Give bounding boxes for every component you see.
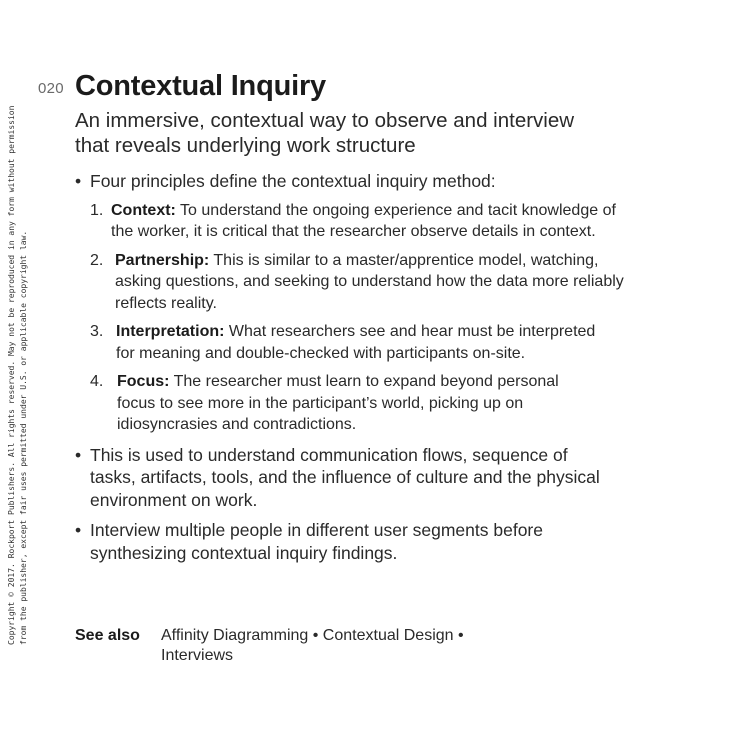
bullet-text: Four principles define the contextual in…	[90, 171, 496, 191]
bullet-dot: •	[75, 520, 82, 540]
principle-number: 3.	[90, 323, 104, 340]
main-content: • Four principles define the contextual …	[75, 170, 624, 564]
principle-term: Context:	[111, 201, 176, 219]
see-also-references: Affinity Diagramming • Contextual Design…	[161, 627, 464, 664]
bullet-text: This is used to understand communication…	[90, 444, 600, 510]
bullet-text: Interview multiple people in different u…	[90, 520, 543, 563]
see-also-label: See also	[75, 627, 140, 644]
principles-list: 1. Context: To understand the ongoing ex…	[90, 200, 624, 436]
principle-number: 2.	[90, 251, 104, 269]
principle-term: Interpretation:	[116, 323, 225, 340]
copyright-line-1: Copyright © 2017. Rockport Publishers. A…	[7, 105, 16, 645]
copyright-notice: Copyright © 2017. Rockport Publishers. A…	[6, 105, 29, 645]
bullet-dot: •	[75, 171, 82, 191]
principle-term: Focus:	[117, 373, 170, 390]
principle-item-focus: 4. Focus: The researcher must learn to e…	[90, 371, 587, 436]
principle-number: 4.	[90, 373, 104, 390]
principle-text: The researcher must learn to expand beyo…	[117, 373, 559, 433]
principle-item-interpretation: 3. Interpretation: What researchers see …	[90, 321, 606, 364]
principle-number: 1.	[90, 201, 104, 219]
page-subtitle: An immersive, contextual way to observe …	[75, 109, 575, 157]
bullet-communication-flows: • This is used to understand communicati…	[75, 444, 610, 512]
principle-item-partnership: 2. Partnership: This is similar to a mas…	[90, 250, 626, 315]
principle-text: What researchers see and hear must be in…	[116, 323, 596, 362]
principle-term: Partnership:	[115, 251, 210, 269]
bullet-interview-multiple: • Interview multiple people in different…	[75, 519, 610, 564]
copyright-line-2: from the publisher, except fair uses per…	[18, 230, 28, 645]
bullet-dot: •	[75, 444, 82, 465]
page-title: Contextual Inquiry	[75, 70, 326, 102]
page-number: 020	[38, 80, 64, 97]
principle-item-context: 1. Context: To understand the ongoing ex…	[90, 200, 626, 243]
principle-text: To understand the ongoing experience and…	[111, 201, 616, 241]
principle-text: This is similar to a master/apprentice m…	[115, 251, 624, 312]
see-also-section: See also Affinity Diagramming • Contextu…	[75, 626, 595, 666]
bullet-principles-intro: • Four principles define the contextual …	[75, 170, 615, 193]
